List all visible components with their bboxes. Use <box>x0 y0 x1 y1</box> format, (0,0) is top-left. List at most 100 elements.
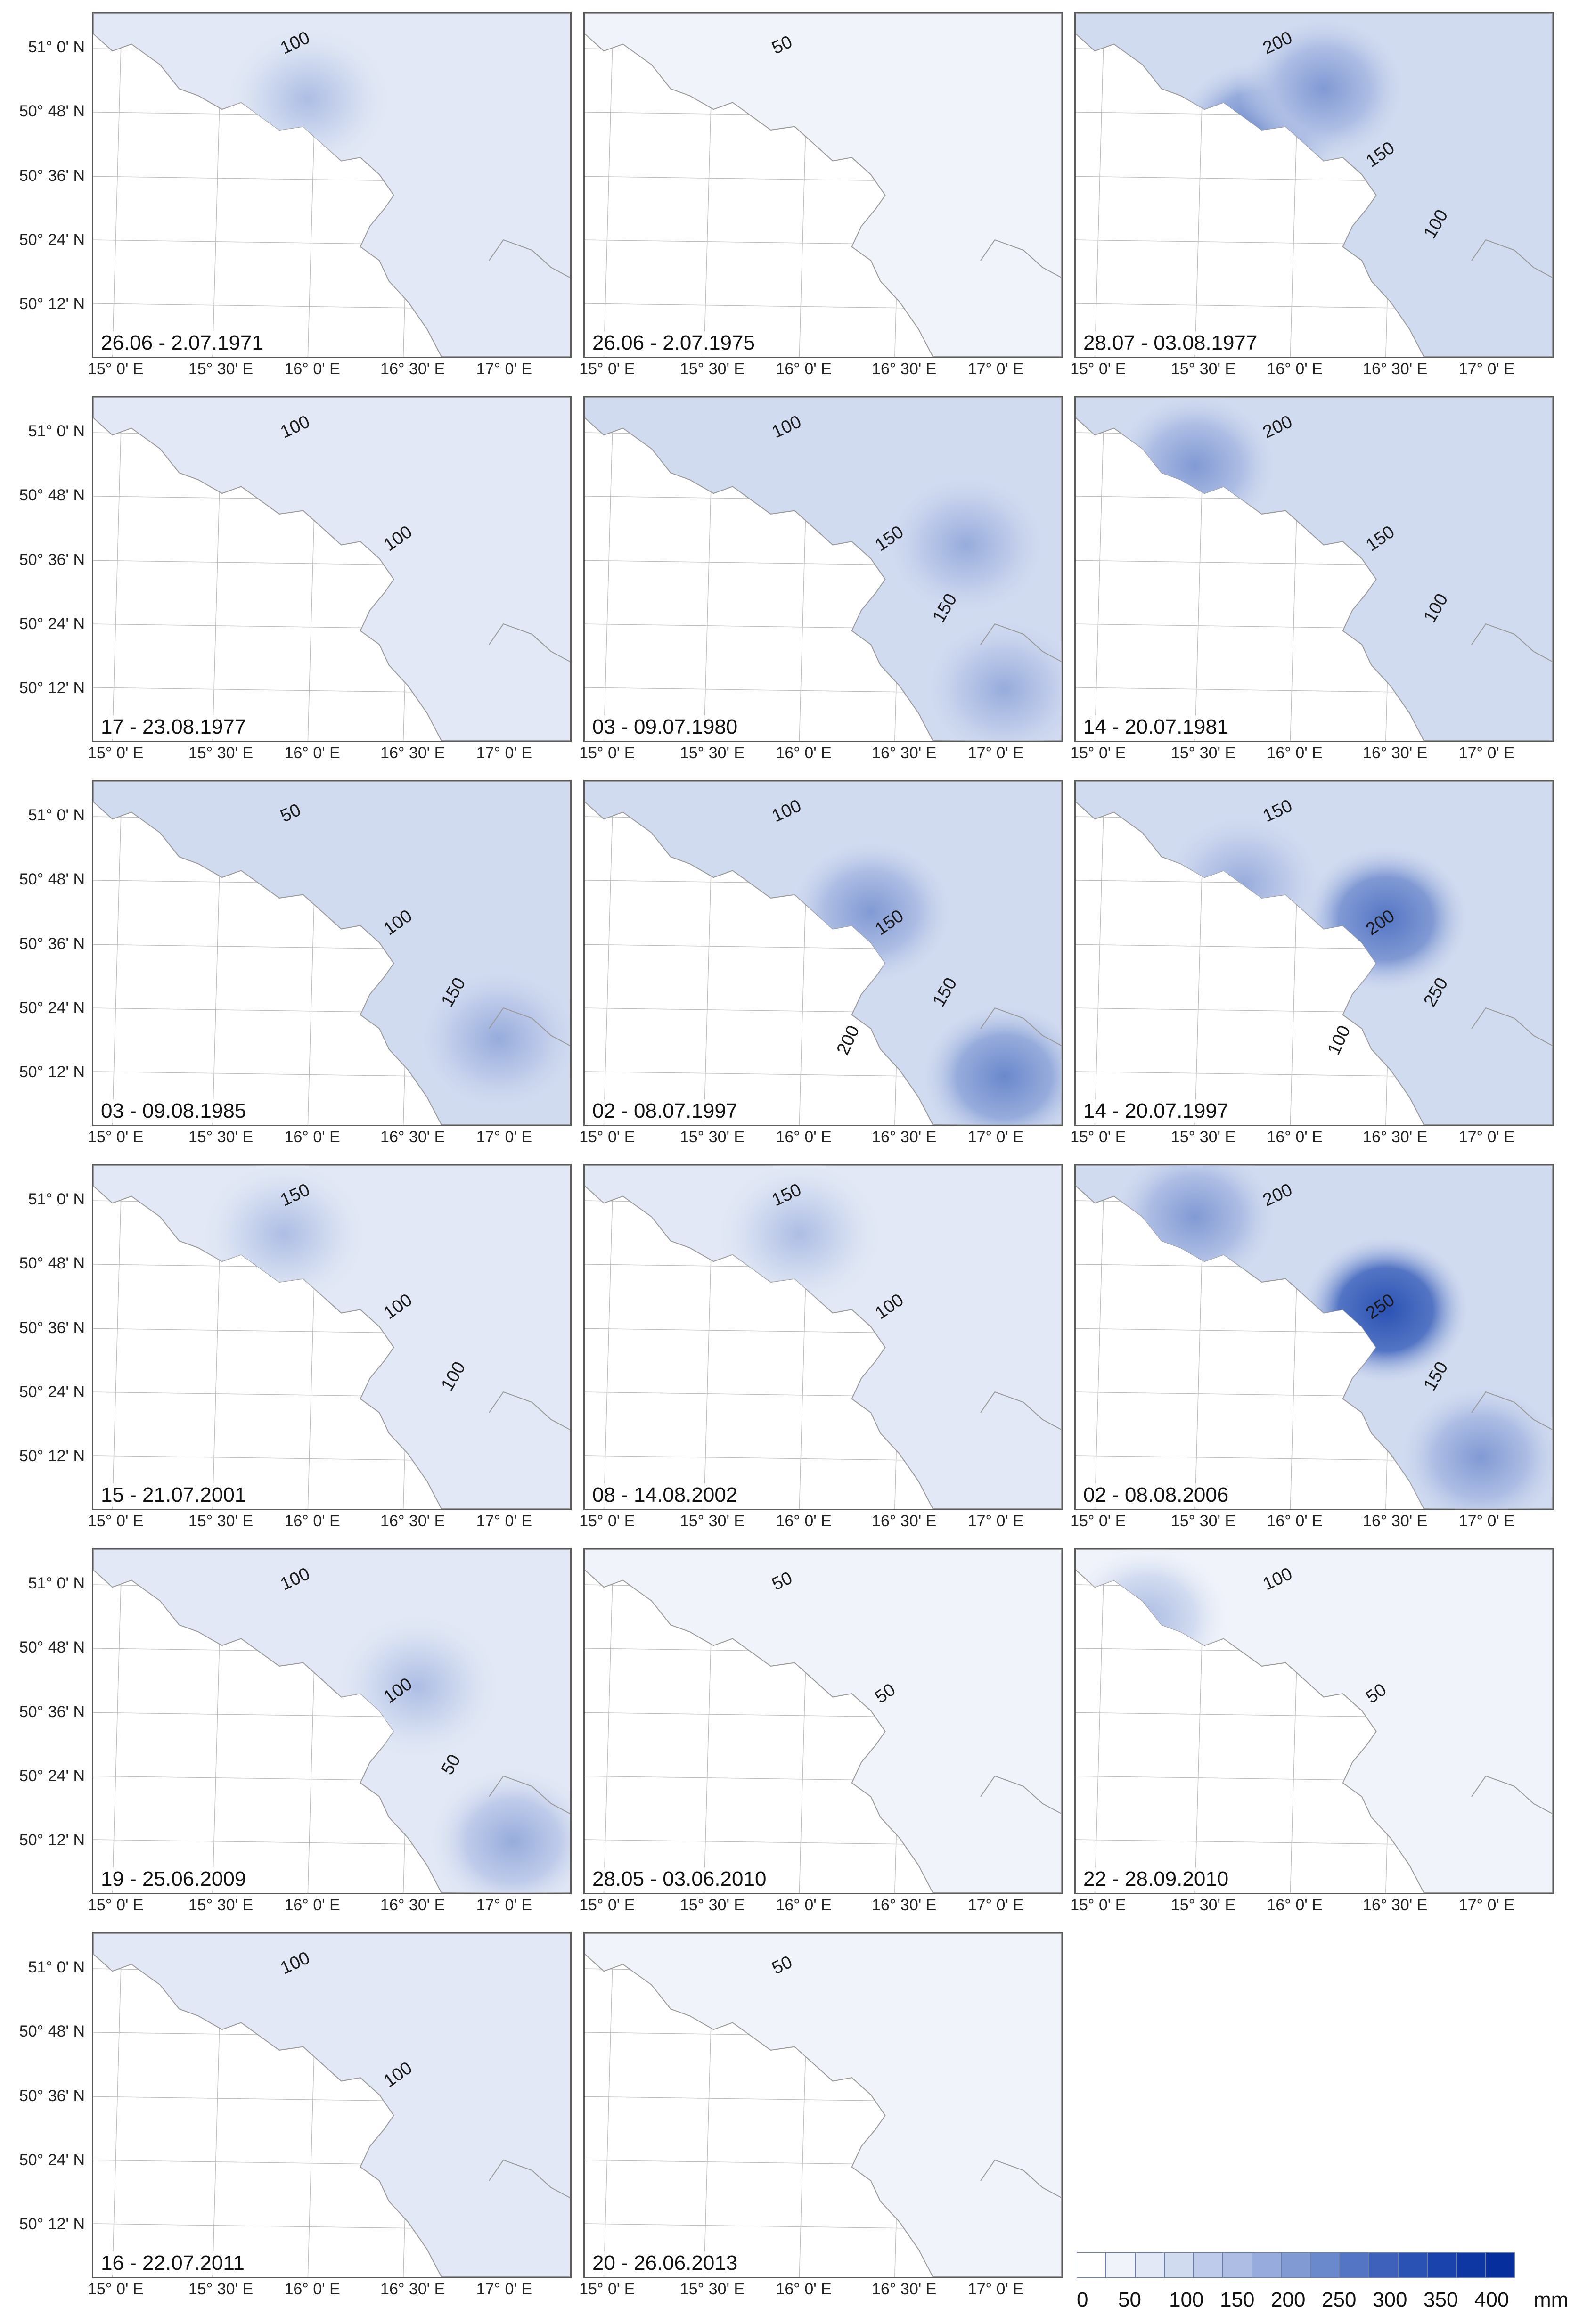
longitude-label: 16° 0' E <box>284 744 340 762</box>
precipitation-maximum <box>1238 13 1410 164</box>
study-region-area <box>93 397 570 741</box>
legend-color-step <box>1310 2252 1340 2278</box>
longitude-label: 15° 30' E <box>1170 1896 1236 1914</box>
legend-tick-label: 400 <box>1474 2288 1509 2311</box>
precipitation-maximum <box>413 963 570 1115</box>
event-date-label: 03 - 09.07.1980 <box>589 715 741 739</box>
legend-color-step <box>1398 2252 1427 2278</box>
longitude-label: 15° 0' E <box>88 744 144 762</box>
study-region-area <box>585 1549 1062 1893</box>
legend-color-step <box>1252 2252 1281 2278</box>
study-region-area <box>585 13 1062 357</box>
map-frame: 200 150 100 14 - 20.07.1981 <box>1074 396 1554 742</box>
longitude-label: 16° 0' E <box>1267 360 1323 378</box>
longitude-label: 15° 0' E <box>1070 1896 1126 1914</box>
event-date-label: 28.07 - 03.08.1977 <box>1080 331 1260 355</box>
latitude-label: 50° 24' N <box>19 1767 85 1785</box>
legend-color-step <box>1194 2252 1223 2278</box>
longitude-label: 15° 30' E <box>188 2280 254 2298</box>
latitude-label: 50° 36' N <box>19 1703 85 1721</box>
latitude-label: 51° 0' N <box>28 1574 85 1592</box>
longitude-label: 15° 30' E <box>679 1896 745 1914</box>
legend-tick-label: 200 <box>1271 2288 1306 2311</box>
map-frame: 100 50 22 - 28.09.2010 <box>1074 1548 1554 1894</box>
event-date-label: 26.06 - 2.07.1971 <box>98 331 266 355</box>
longitude-label: 17° 0' E <box>1458 1512 1515 1530</box>
longitude-label: 15° 0' E <box>579 744 635 762</box>
latitude-label: 50° 36' N <box>19 167 85 185</box>
event-date-label: 08 - 14.08.2002 <box>589 1483 741 1507</box>
longitude-label: 15° 30' E <box>1170 1512 1236 1530</box>
latitude-label: 50° 48' N <box>19 1254 85 1272</box>
legend-color-step <box>1281 2252 1310 2278</box>
longitude-label: 15° 30' E <box>1170 744 1236 762</box>
longitude-label: 16° 0' E <box>776 2280 832 2298</box>
event-date-label: 02 - 08.07.1997 <box>589 1099 741 1123</box>
legend-color-step <box>1106 2252 1135 2278</box>
latitude-label: 50° 36' N <box>19 935 85 953</box>
longitude-label: 16° 0' E <box>776 744 832 762</box>
longitude-label: 16° 0' E <box>284 360 340 378</box>
map-frame: 200 150 100 28.07 - 03.08.1977 <box>1074 12 1554 358</box>
precipitation-map: 100 <box>93 13 570 357</box>
event-date-label: 03 - 09.08.1985 <box>98 1099 249 1123</box>
legend-unit-label: mm <box>1534 2288 1569 2311</box>
latitude-label: 50° 48' N <box>19 1638 85 1656</box>
precipitation-maximum <box>918 1001 1062 1125</box>
map-frame: 200 250 150 02 - 08.08.2006 <box>1074 1164 1554 1510</box>
event-date-label: 14 - 20.07.1981 <box>1080 715 1232 739</box>
longitude-label: 15° 30' E <box>1170 1128 1236 1146</box>
legend-color-step <box>1135 2252 1164 2278</box>
longitude-label: 17° 0' E <box>1458 1896 1515 1914</box>
legend-color-step <box>1486 2252 1515 2278</box>
precipitation-maximum <box>427 1766 570 1893</box>
longitude-label: 17° 0' E <box>476 2280 532 2298</box>
longitude-label: 17° 0' E <box>967 2280 1024 2298</box>
map-frame: 50 100 150 03 - 09.08.1985 <box>92 780 572 1126</box>
event-date-label: 22 - 28.09.2010 <box>1080 1867 1232 1891</box>
latitude-label: 50° 24' N <box>19 1383 85 1401</box>
longitude-label: 17° 0' E <box>967 1512 1024 1530</box>
longitude-label: 17° 0' E <box>1458 1128 1515 1146</box>
longitude-label: 15° 30' E <box>188 1896 254 1914</box>
latitude-label: 50° 12' N <box>19 2215 85 2234</box>
event-date-label: 14 - 20.07.1997 <box>1080 1099 1232 1123</box>
map-frame: 100 26.06 - 2.07.1971 <box>92 12 572 358</box>
map-frame: 100 150 150 03 - 09.07.1980 <box>583 396 1063 742</box>
longitude-label: 15° 30' E <box>1170 360 1236 378</box>
longitude-label: 16° 30' E <box>1363 1896 1428 1914</box>
longitude-label: 15° 0' E <box>1070 744 1126 762</box>
longitude-label: 15° 0' E <box>88 1512 144 1530</box>
longitude-label: 17° 0' E <box>967 1128 1024 1146</box>
map-frame: 100 100 16 - 22.07.2011 <box>92 1932 572 2278</box>
event-date-label: 20 - 26.06.2013 <box>589 2251 741 2275</box>
longitude-label: 15° 30' E <box>679 1512 745 1530</box>
precipitation-maximum <box>880 469 1052 621</box>
legend-tick-label: 50 <box>1118 2288 1141 2311</box>
longitude-label: 16° 30' E <box>1363 1512 1428 1530</box>
longitude-label: 16° 0' E <box>284 1512 340 1530</box>
longitude-label: 16° 0' E <box>284 1896 340 1914</box>
legend-color-step <box>1164 2252 1194 2278</box>
longitude-label: 16° 30' E <box>380 1128 445 1146</box>
legend-tick-label: 150 <box>1220 2288 1255 2311</box>
longitude-label: 16° 30' E <box>872 360 937 378</box>
precipitation-maximum <box>1395 1382 1553 1509</box>
legend-color-step <box>1223 2252 1252 2278</box>
latitude-label: 50° 12' N <box>19 679 85 697</box>
precipitation-map: 50 <box>585 13 1062 357</box>
map-frame: 50 26.06 - 2.07.1975 <box>583 12 1063 358</box>
map-frame: 50 20 - 26.06.2013 <box>583 1932 1063 2278</box>
map-frame: 100 100 17 - 23.08.1977 <box>92 396 572 742</box>
latitude-label: 51° 0' N <box>28 1958 85 1976</box>
longitude-label: 16° 30' E <box>1363 744 1428 762</box>
latitude-label: 50° 48' N <box>19 102 85 120</box>
longitude-label: 16° 30' E <box>872 2280 937 2298</box>
legend-color-step <box>1427 2252 1456 2278</box>
longitude-label: 16° 30' E <box>872 1896 937 1914</box>
